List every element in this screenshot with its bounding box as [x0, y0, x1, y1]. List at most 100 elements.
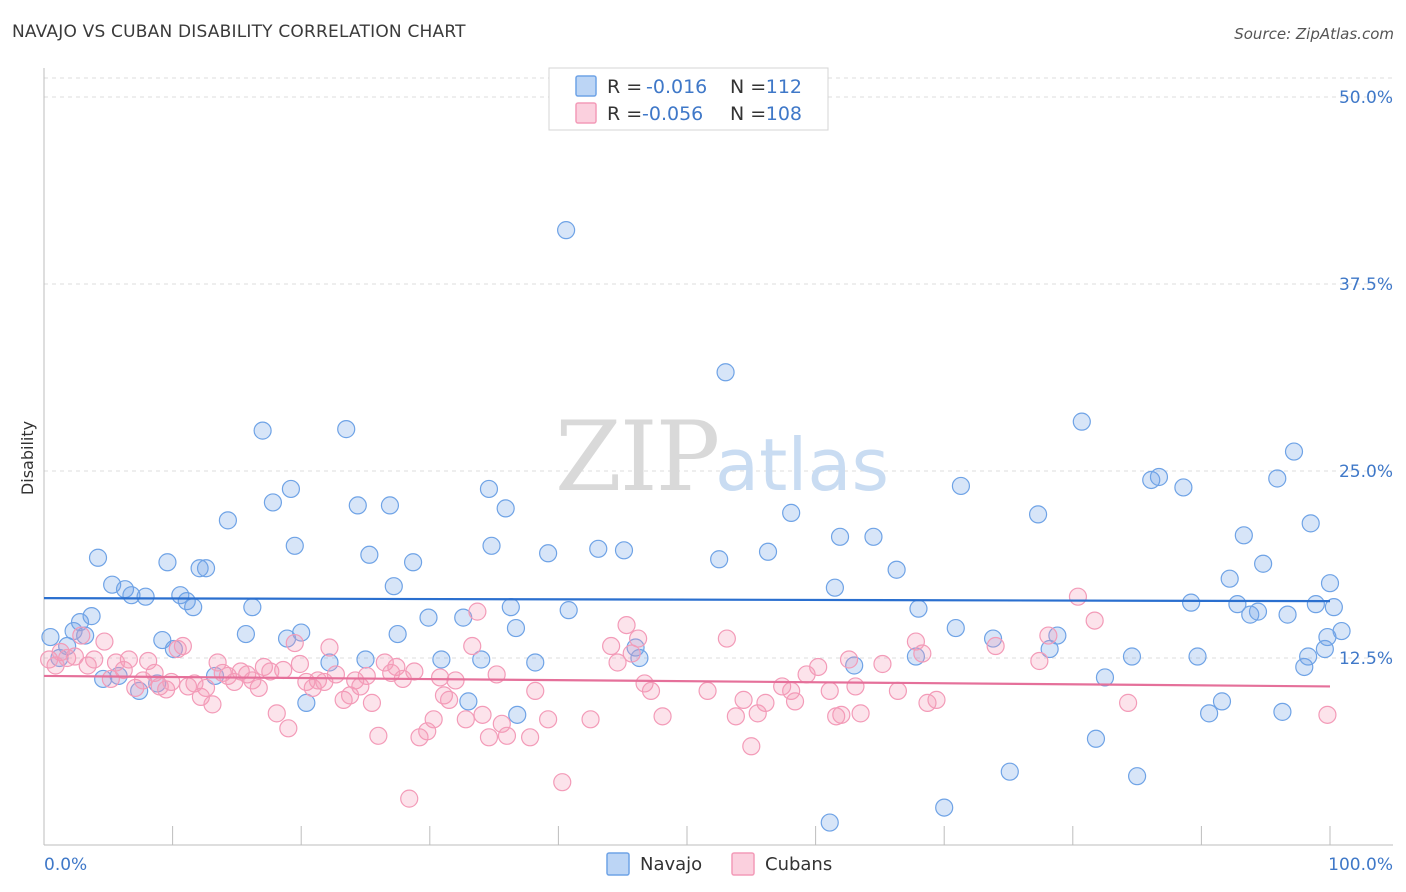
y-tick-label: 12.5% [1339, 649, 1393, 669]
point-navajo [380, 496, 400, 515]
x-tick-max: 100.0% [1328, 855, 1393, 875]
point-navajo [236, 624, 256, 644]
point-cubans [424, 710, 443, 729]
legend-swatch-cubans [575, 102, 597, 124]
point-navajo [348, 496, 367, 515]
point-navajo [459, 692, 478, 711]
point-navajo [384, 577, 403, 596]
point-navajo [501, 598, 520, 617]
legend-r-label-navajo: R = [607, 76, 642, 98]
point-cubans [173, 636, 192, 656]
point-cubans [526, 681, 545, 701]
chart-title: NAVAJO VS CUBAN DISABILITY CORRELATION C… [12, 22, 466, 42]
point-navajo [864, 527, 883, 546]
point-cubans [846, 677, 865, 696]
point-cubans [267, 704, 286, 723]
point-cubans [243, 671, 262, 690]
watermark-zip: ZIP [555, 401, 718, 513]
legend-r-label-cubans: R = [607, 103, 642, 125]
point-navajo [479, 479, 499, 499]
point-navajo [1234, 526, 1253, 545]
point-navajo [88, 548, 108, 567]
point-cubans [439, 690, 459, 709]
legend-n-value-navajo: 112 [766, 76, 802, 98]
point-cubans [346, 671, 365, 690]
point-navajo [820, 813, 839, 832]
point-navajo [716, 363, 735, 382]
point-cubans [1039, 626, 1058, 645]
y-tick-labels: 12.5% 25.0% 37.5% 50.0% [1339, 88, 1393, 669]
point-cubans [888, 681, 908, 701]
trend-line-navajo [43, 597, 1331, 603]
point-cubans [927, 690, 946, 709]
point-navajo [830, 527, 850, 546]
bottom-legend-swatch-navajo [606, 852, 630, 876]
point-cubans [851, 704, 870, 723]
point-navajo [1000, 762, 1019, 781]
point-cubans [85, 650, 104, 669]
point-navajo [1028, 505, 1048, 524]
point-cubans [65, 647, 84, 666]
point-navajo [506, 618, 526, 638]
point-navajo [935, 798, 954, 817]
point-cubans [308, 671, 328, 690]
point-navajo [1320, 574, 1340, 593]
point-cubans [1030, 651, 1049, 671]
point-cubans [362, 693, 382, 712]
point-navajo [909, 599, 928, 618]
point-navajo [263, 493, 283, 512]
point-cubans [290, 654, 310, 674]
point-navajo [1306, 595, 1325, 614]
point-navajo [82, 607, 101, 626]
point-cubans [629, 629, 648, 648]
point-cubans [95, 632, 114, 651]
point-navajo [825, 578, 844, 597]
point-navajo [1324, 598, 1343, 617]
point-navajo [1127, 767, 1147, 786]
legend-n-value-cubans: 108 [766, 103, 802, 125]
point-cubans [369, 726, 388, 745]
point-navajo [388, 624, 407, 644]
trend-layer [43, 597, 1331, 688]
point-cubans [497, 726, 517, 745]
point-cubans [734, 690, 753, 709]
point-cubans [553, 773, 572, 792]
legend-r-value-cubans: -0.056 [642, 103, 703, 125]
legend-box: R = -0.016 N = 112 R = -0.056 N = 108 [548, 67, 829, 131]
point-navajo [1174, 478, 1193, 497]
point-navajo [496, 499, 515, 518]
point-navajo [158, 553, 177, 572]
point-navajo [589, 539, 608, 558]
point-navajo [1095, 668, 1115, 687]
point-cubans [326, 665, 346, 684]
point-cubans [203, 695, 222, 714]
point-navajo [508, 705, 527, 724]
point-navajo [337, 420, 356, 439]
point-navajo [76, 626, 95, 645]
point-navajo [887, 560, 906, 579]
point-navajo [1301, 514, 1320, 533]
point-cubans [285, 633, 304, 653]
point-cubans [492, 714, 511, 733]
point-cubans [820, 681, 839, 701]
point-cubans [873, 654, 892, 674]
legend-n-label-navajo: N = [730, 76, 766, 98]
point-navajo [946, 618, 965, 638]
legend-r-value-navajo: -0.016 [646, 76, 707, 98]
point-navajo [983, 629, 1003, 648]
point-navajo [297, 693, 316, 712]
point-navajo [710, 550, 729, 569]
point-navajo [951, 476, 971, 496]
bottom-legend: Navajo Cubans [606, 852, 832, 876]
point-cubans [114, 660, 133, 680]
point-cubans [58, 648, 77, 668]
point-cubans [279, 719, 298, 738]
point-cubans [126, 678, 145, 698]
point-navajo [360, 545, 379, 564]
point-cubans [1085, 611, 1104, 630]
point-navajo [70, 612, 90, 632]
point-navajo [1332, 621, 1351, 641]
point-navajo [243, 598, 262, 617]
point-navajo [432, 650, 451, 669]
point-cubans [1118, 693, 1138, 712]
